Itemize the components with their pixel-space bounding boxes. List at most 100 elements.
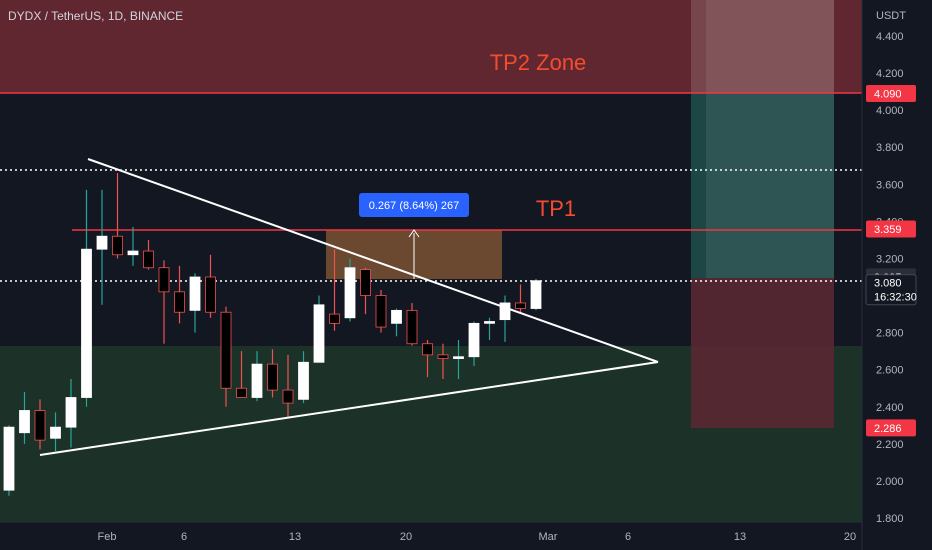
candle-body: [422, 343, 433, 356]
candle-body: [453, 356, 464, 359]
candle[interactable]: [298, 351, 309, 404]
position-target-zone: [691, 93, 834, 278]
candle-body: [34, 410, 46, 441]
candle[interactable]: [515, 284, 526, 313]
candle[interactable]: [453, 340, 464, 379]
candle[interactable]: [267, 349, 278, 398]
date-tick-label: 13: [289, 531, 301, 543]
position-stop-zone: [691, 278, 834, 428]
date-tick-label: 6: [181, 531, 187, 543]
price-tick-label: 4.200: [876, 68, 904, 80]
candle-body: [437, 354, 449, 359]
candle[interactable]: [468, 321, 480, 366]
candle-body: [282, 389, 294, 404]
price-tick-label: 3.200: [876, 253, 904, 265]
price-tag-value: 2.286: [874, 423, 902, 435]
candle-body: [189, 276, 201, 311]
candle-body: [406, 309, 418, 345]
candle-body: [267, 363, 278, 391]
candle[interactable]: [375, 289, 387, 333]
candle[interactable]: [360, 267, 371, 315]
candle-body: [3, 426, 15, 491]
candle-body: [174, 291, 185, 313]
price-tick-label: 2.600: [876, 365, 904, 377]
candle-body: [313, 304, 325, 363]
price-tag-value: 4.090: [874, 88, 902, 100]
tp1-label: TP1: [536, 196, 576, 221]
measure-badge: [359, 193, 469, 217]
tp2-zone-label: TP2 Zone: [490, 50, 587, 75]
candle[interactable]: [127, 226, 139, 266]
triangle-upper-trendline[interactable]: [87, 158, 659, 363]
candle[interactable]: [34, 399, 46, 450]
candle-body: [50, 426, 61, 439]
candle[interactable]: [205, 254, 216, 318]
candle-body: [65, 397, 77, 428]
candle[interactable]: [406, 302, 418, 346]
candle[interactable]: [189, 273, 201, 333]
candle[interactable]: [484, 317, 495, 341]
price-tag-box: [866, 84, 916, 102]
candle[interactable]: [158, 260, 170, 344]
candle[interactable]: [3, 425, 15, 496]
price-tick-label: 4.400: [876, 31, 904, 43]
candle-body: [515, 302, 526, 309]
price-axis-currency: USDT: [876, 10, 906, 22]
price-tag[interactable]: 4.090: [866, 84, 916, 102]
candle[interactable]: [19, 391, 30, 444]
chart-title: DYDX / TetherUS, 1D, BINANCE: [8, 9, 183, 23]
date-tick-label: Mar: [539, 531, 558, 543]
date-tick-label: 20: [844, 531, 856, 543]
date-tick-label: 20: [400, 531, 412, 543]
candle[interactable]: [174, 265, 185, 324]
candles-group: [3, 173, 542, 496]
triangle-lower-trendline[interactable]: [39, 361, 659, 456]
candle[interactable]: [220, 306, 232, 407]
candle[interactable]: [422, 340, 433, 378]
candle-body: [127, 250, 139, 256]
candle[interactable]: [50, 412, 61, 452]
candle-body: [158, 267, 170, 293]
candle-body: [112, 235, 123, 256]
candle-body: [251, 363, 263, 398]
price-tick-label: 2.400: [876, 402, 904, 414]
candle[interactable]: [65, 378, 77, 448]
candle[interactable]: [344, 258, 356, 322]
measure-arrow-head: [408, 229, 420, 238]
price-tag-box: [866, 220, 916, 238]
candle[interactable]: [112, 173, 123, 259]
candle[interactable]: [391, 308, 402, 337]
candle-body: [19, 410, 30, 434]
price-tag[interactable]: 2.286: [866, 419, 916, 437]
candle-body: [143, 250, 154, 269]
candle[interactable]: [282, 354, 294, 418]
candle[interactable]: [437, 343, 449, 379]
price-tag[interactable]: 3.080 16:32:30: [865, 274, 917, 306]
price-tick-label: 2.000: [876, 476, 904, 488]
candle-body: [484, 321, 495, 324]
price-axis-ticks: 4.4004.2004.0003.8003.6003.4003.2003.000…: [876, 31, 904, 525]
candle[interactable]: [530, 278, 542, 311]
candle[interactable]: [143, 239, 154, 270]
candle[interactable]: [251, 351, 263, 402]
price-tag-box: [865, 274, 917, 306]
measure-label: 0.267 (8.64%) 267: [369, 200, 460, 212]
date-tick-label: 6: [625, 531, 631, 543]
candle[interactable]: [96, 189, 108, 305]
candle-body: [360, 269, 371, 296]
time-axis-ticks: Feb 6 13 20 Mar 6 13 20: [98, 531, 857, 543]
candle-body: [81, 248, 92, 398]
price-tag[interactable]: 3.359: [866, 220, 916, 238]
candle-body: [375, 295, 387, 328]
candle[interactable]: [329, 249, 340, 331]
candle[interactable]: [499, 295, 511, 342]
price-tick-label: 2.200: [876, 439, 904, 451]
price-tick-label: 3.800: [876, 142, 904, 154]
candle[interactable]: [81, 189, 92, 407]
candle-body: [391, 309, 402, 324]
candle[interactable]: [236, 351, 247, 398]
candle[interactable]: [313, 295, 325, 363]
price-tick-label: 1.800: [876, 513, 904, 525]
